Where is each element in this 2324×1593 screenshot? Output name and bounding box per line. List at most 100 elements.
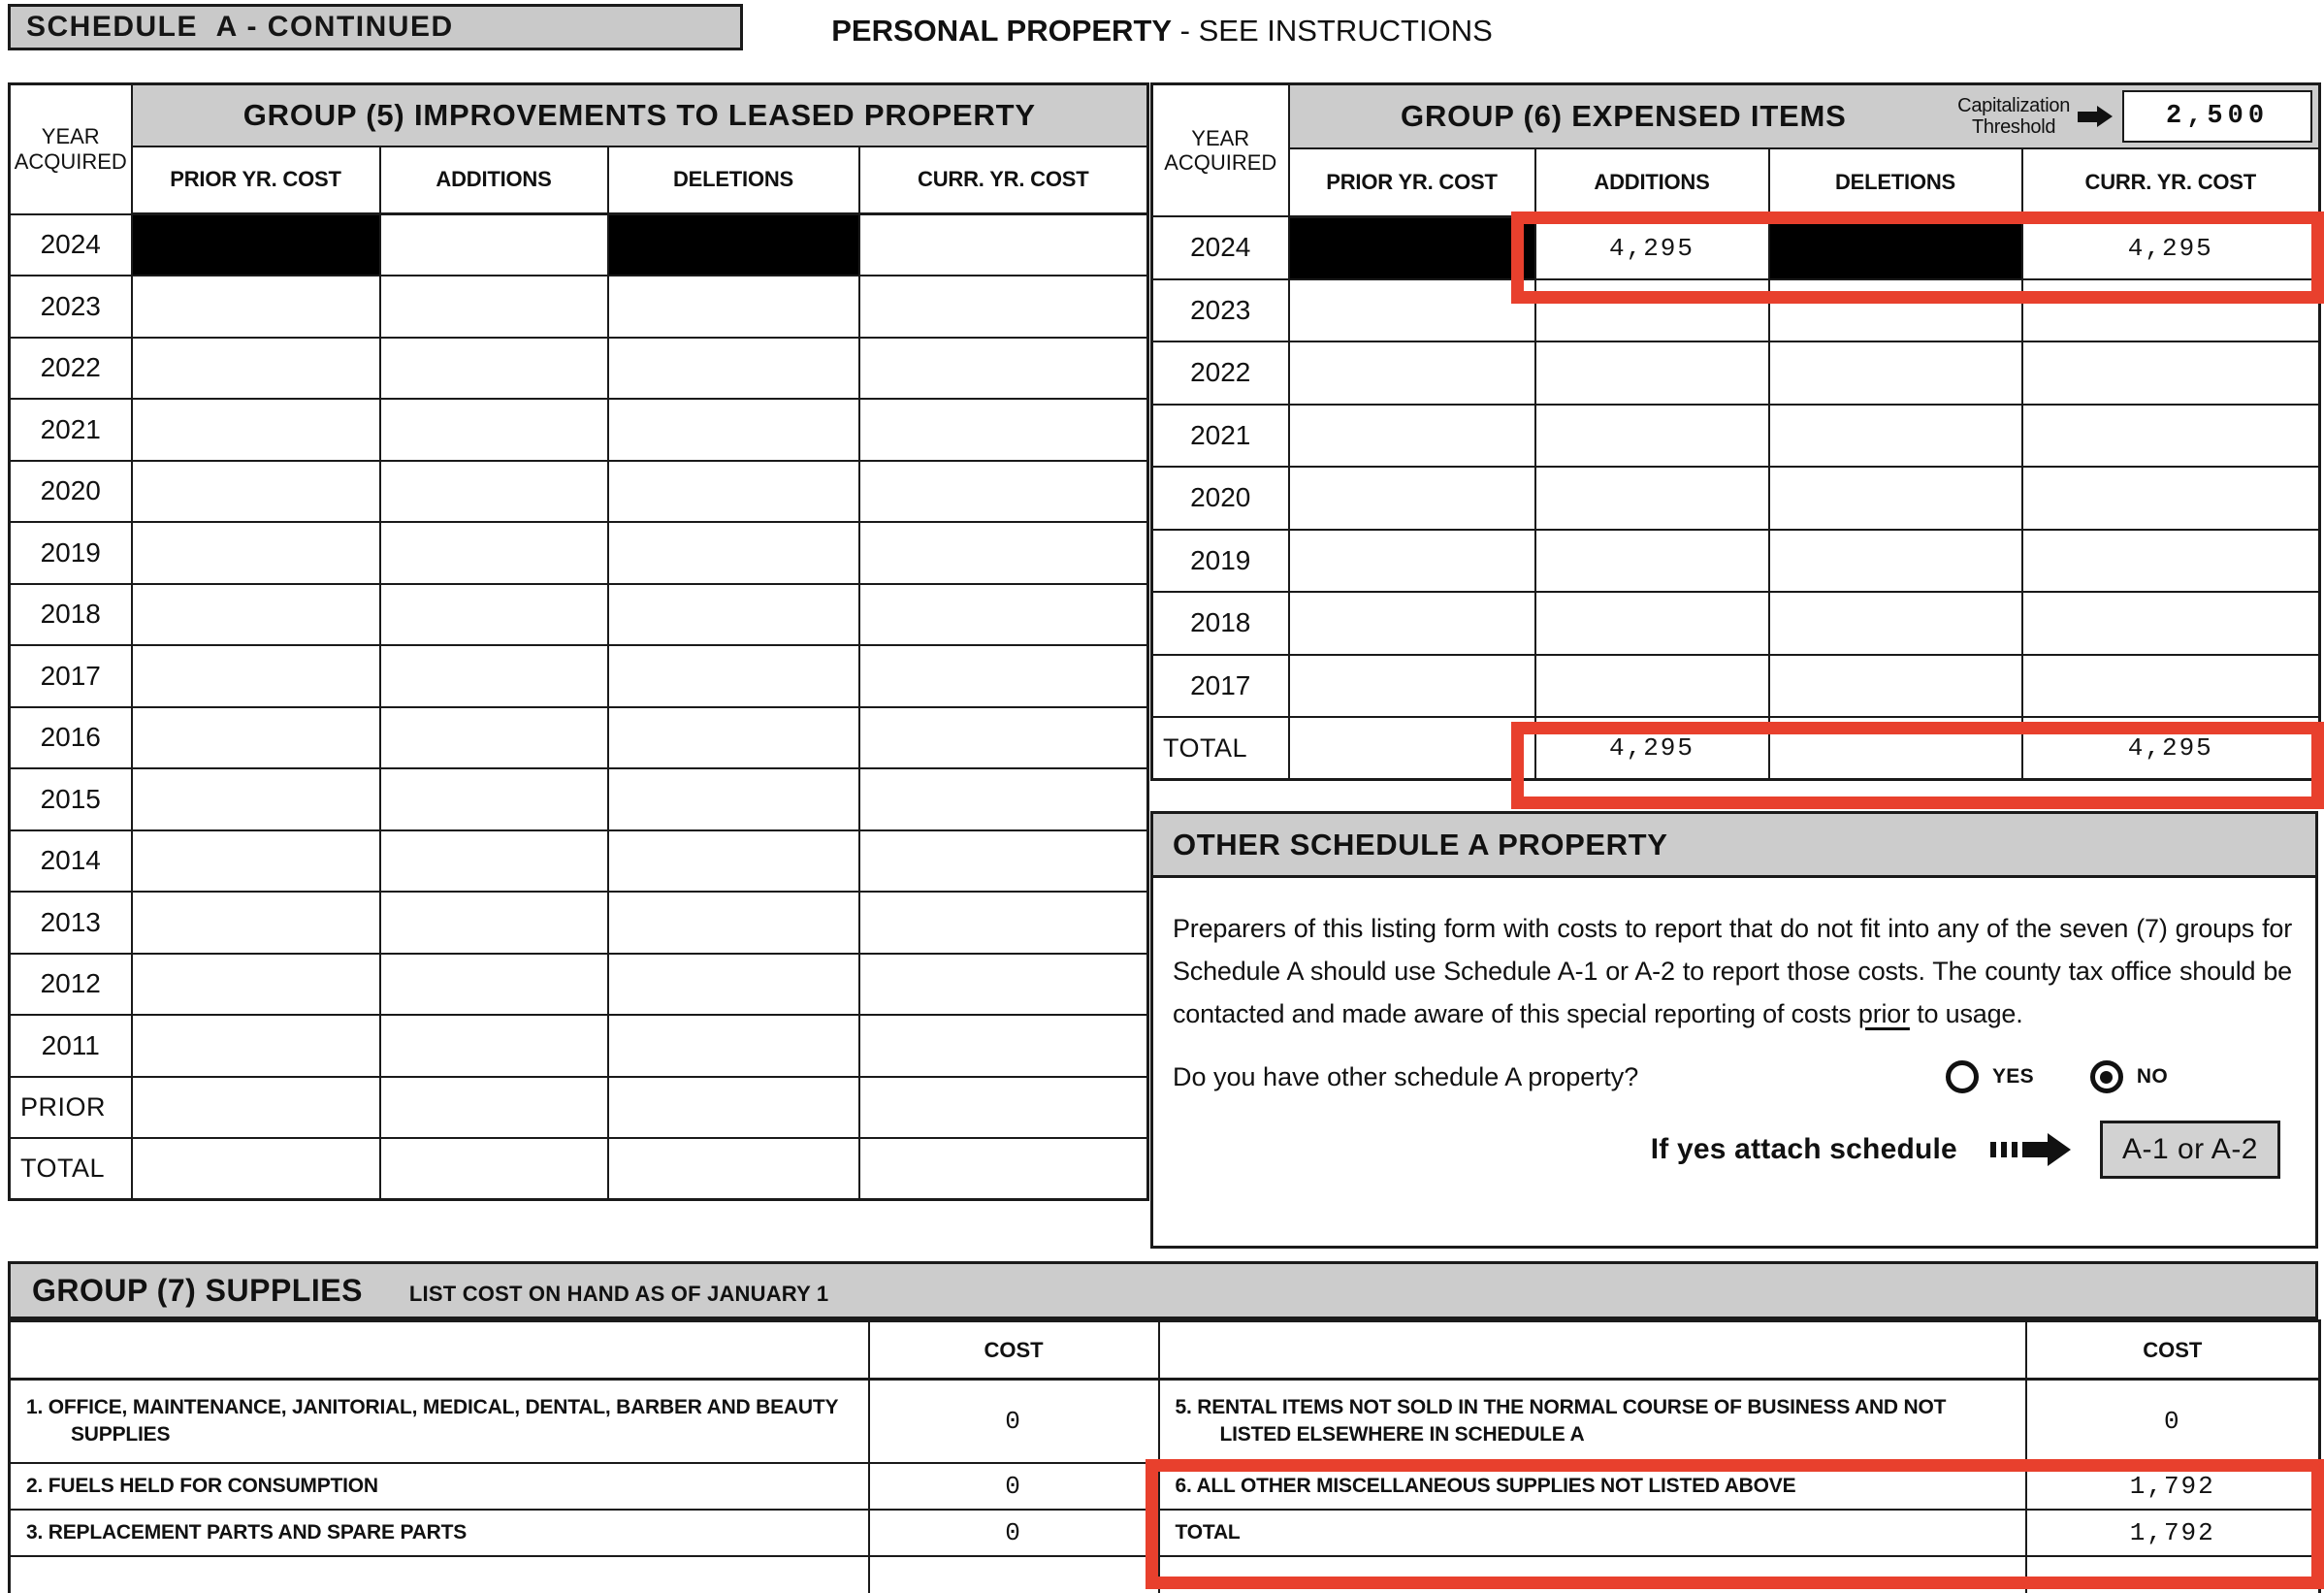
g6-2018-prior-yr-cost[interactable] [1287, 591, 1536, 656]
g6-2022-deletions[interactable] [1767, 341, 2023, 406]
g6-2021-deletions[interactable] [1767, 403, 2023, 468]
g5-2019-deletions[interactable] [606, 521, 860, 585]
g6-2021-additions[interactable] [1533, 403, 1770, 468]
g5-2014-deletions[interactable] [606, 829, 860, 893]
g5-2023-deletions[interactable] [606, 275, 860, 339]
g5-prior-additions[interactable] [378, 1075, 609, 1139]
g5-2011-prior-yr-cost[interactable] [130, 1014, 381, 1078]
g6-2017-prior-yr-cost[interactable] [1287, 653, 1536, 718]
g6-2017-additions[interactable] [1533, 653, 1770, 718]
g6-2020-deletions[interactable] [1767, 466, 2023, 531]
g5-2013-prior-yr-cost[interactable] [130, 891, 381, 955]
g5-2016-prior-yr-cost[interactable] [130, 705, 381, 769]
g6-2017-deletions[interactable] [1767, 653, 2023, 718]
g5-2018-deletions[interactable] [606, 582, 860, 646]
g5-2023-curr-yr-cost[interactable] [857, 275, 1149, 339]
g6-2024-additions[interactable]: 4,295 [1533, 215, 1770, 280]
g6-2021-prior-yr-cost[interactable] [1287, 403, 1536, 468]
g6-2018-curr-yr-cost[interactable] [2020, 591, 2321, 656]
g6-2024-curr-yr-cost[interactable]: 4,295 [2020, 215, 2321, 280]
g5-2021-curr-yr-cost[interactable] [857, 398, 1149, 462]
g5-2015-additions[interactable] [378, 767, 609, 831]
g7-left-value-1[interactable]: 0 [867, 1378, 1160, 1464]
g5-prior-deletions[interactable] [606, 1075, 860, 1139]
g5-prior-curr-yr-cost[interactable] [857, 1075, 1149, 1139]
g5-2015-curr-yr-cost[interactable] [857, 767, 1149, 831]
g5-2021-additions[interactable] [378, 398, 609, 462]
g5-2019-prior-yr-cost[interactable] [130, 521, 381, 585]
g6-2022-curr-yr-cost[interactable] [2020, 341, 2321, 406]
g5-2015-deletions[interactable] [606, 767, 860, 831]
g5-2020-additions[interactable] [378, 459, 609, 523]
g5-2017-deletions[interactable] [606, 644, 860, 708]
g5-2022-additions[interactable] [378, 336, 609, 400]
g5-2018-curr-yr-cost[interactable] [857, 582, 1149, 646]
g6-2017-curr-yr-cost[interactable] [2020, 653, 2321, 718]
radio-group-no[interactable]: NO [2089, 1060, 2168, 1093]
g5-2024-curr-yr-cost[interactable] [857, 212, 1149, 276]
g6-2023-curr-yr-cost[interactable] [2020, 277, 2321, 342]
capitalization-threshold-value[interactable]: 2,500 [2122, 90, 2313, 143]
g5-2014-additions[interactable] [378, 829, 609, 893]
g6-2018-additions[interactable] [1533, 591, 1770, 656]
g5-2017-additions[interactable] [378, 644, 609, 708]
g6-2022-prior-yr-cost[interactable] [1287, 341, 1536, 406]
g5-2017-prior-yr-cost[interactable] [130, 644, 381, 708]
g7-right-value-1[interactable]: 0 [2024, 1378, 2321, 1464]
g5-2023-additions[interactable] [378, 275, 609, 339]
g6-2023-deletions[interactable] [1767, 277, 2023, 342]
g5-2012-deletions[interactable] [606, 952, 860, 1016]
g5-2018-additions[interactable] [378, 582, 609, 646]
g5-2020-curr-yr-cost[interactable] [857, 459, 1149, 523]
g6-2018-deletions[interactable] [1767, 591, 2023, 656]
g5-2017-curr-yr-cost[interactable] [857, 644, 1149, 708]
no-radio-button[interactable] [2089, 1060, 2123, 1093]
g5-2014-curr-yr-cost[interactable] [857, 829, 1149, 893]
g5-2022-deletions[interactable] [606, 336, 860, 400]
g5-2011-deletions[interactable] [606, 1014, 860, 1078]
g5-2013-deletions[interactable] [606, 891, 860, 955]
g5-2011-additions[interactable] [378, 1014, 609, 1078]
g5-2022-prior-yr-cost[interactable] [130, 336, 381, 400]
g5-2016-deletions[interactable] [606, 705, 860, 769]
g5-2020-deletions[interactable] [606, 459, 860, 523]
g5-2023-prior-yr-cost[interactable] [130, 275, 381, 339]
g6-2019-additions[interactable] [1533, 528, 1770, 593]
g5-2021-deletions[interactable] [606, 398, 860, 462]
g6-2021-curr-yr-cost[interactable] [2020, 403, 2321, 468]
g6-2019-deletions[interactable] [1767, 528, 2023, 593]
yes-radio-button[interactable] [1945, 1060, 1979, 1093]
g6-2020-curr-yr-cost[interactable] [2020, 466, 2321, 531]
g5-2012-prior-yr-cost[interactable] [130, 952, 381, 1016]
g6-total-prior-yr-cost[interactable] [1287, 716, 1536, 781]
g5-2012-additions[interactable] [378, 952, 609, 1016]
g5-2012-curr-yr-cost[interactable] [857, 952, 1149, 1016]
g5-2011-curr-yr-cost[interactable] [857, 1014, 1149, 1078]
g6-2019-curr-yr-cost[interactable] [2020, 528, 2321, 593]
g5-2022-curr-yr-cost[interactable] [857, 336, 1149, 400]
g5-total-deletions[interactable] [606, 1137, 860, 1201]
g5-total-additions[interactable] [378, 1137, 609, 1201]
g7-left-value-3[interactable]: 0 [867, 1508, 1160, 1557]
g6-2020-additions[interactable] [1533, 466, 1770, 531]
g5-2015-prior-yr-cost[interactable] [130, 767, 381, 831]
g5-2021-prior-yr-cost[interactable] [130, 398, 381, 462]
g5-total-curr-yr-cost[interactable] [857, 1137, 1149, 1201]
g7-left-value-2[interactable]: 0 [867, 1461, 1160, 1511]
g5-2019-curr-yr-cost[interactable] [857, 521, 1149, 585]
g7-right-value-3[interactable]: 1,792 [2024, 1508, 2321, 1557]
g5-2014-prior-yr-cost[interactable] [130, 829, 381, 893]
radio-group-yes[interactable]: YES [1945, 1060, 2034, 1093]
g6-2023-prior-yr-cost[interactable] [1287, 277, 1536, 342]
g6-2019-prior-yr-cost[interactable] [1287, 528, 1536, 593]
g5-2016-additions[interactable] [378, 705, 609, 769]
g5-total-prior-yr-cost[interactable] [130, 1137, 381, 1201]
g5-2013-curr-yr-cost[interactable] [857, 891, 1149, 955]
g5-2016-curr-yr-cost[interactable] [857, 705, 1149, 769]
g5-2019-additions[interactable] [378, 521, 609, 585]
g6-2020-prior-yr-cost[interactable] [1287, 466, 1536, 531]
g6-2022-additions[interactable] [1533, 341, 1770, 406]
g5-2020-prior-yr-cost[interactable] [130, 459, 381, 523]
g5-2018-prior-yr-cost[interactable] [130, 582, 381, 646]
g5-2013-additions[interactable] [378, 891, 609, 955]
